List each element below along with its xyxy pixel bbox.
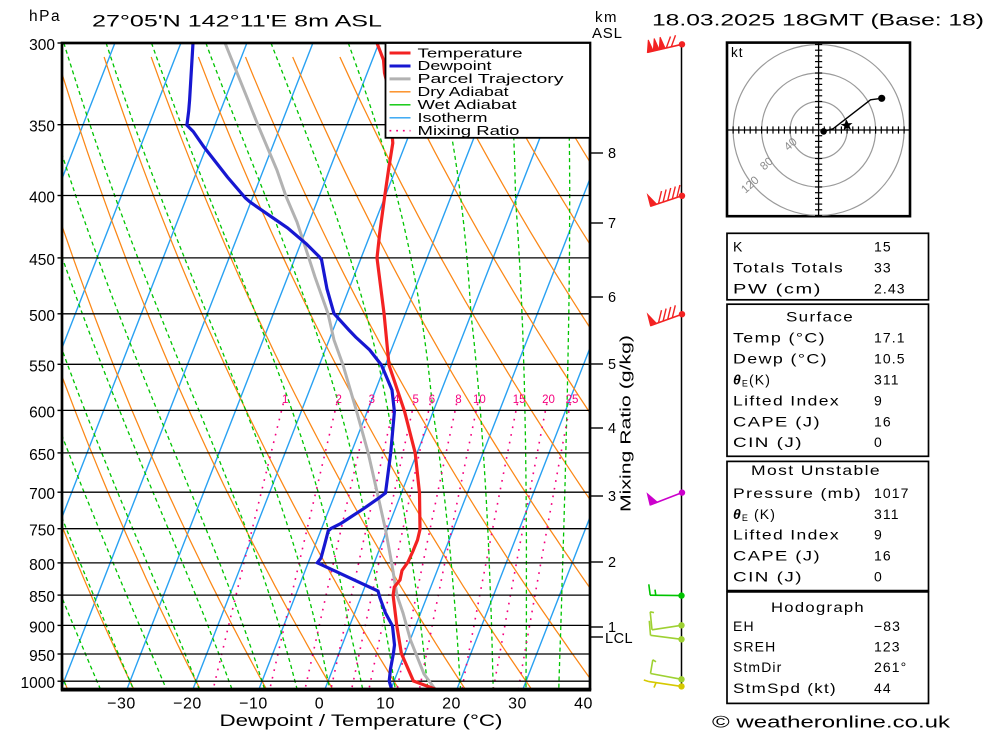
svg-text:1: 1 <box>282 394 288 406</box>
svg-text:1000: 1000 <box>21 675 56 692</box>
svg-text:Totals Totals: Totals Totals <box>733 259 844 275</box>
svg-text:−83: −83 <box>874 618 901 634</box>
svg-text:3: 3 <box>608 489 616 505</box>
svg-text:θE(K): θE(K) <box>733 371 771 388</box>
svg-text:900: 900 <box>29 619 55 636</box>
svg-text:16: 16 <box>874 413 892 429</box>
svg-text:20: 20 <box>542 394 555 406</box>
svg-text:StmDir: StmDir <box>733 659 782 675</box>
svg-text:3: 3 <box>369 394 375 406</box>
svg-text:2: 2 <box>608 555 616 571</box>
svg-text:6: 6 <box>608 290 616 306</box>
svg-text:950: 950 <box>29 648 55 665</box>
svg-text:18.03.2025 18GMT (Base: 18): 18.03.2025 18GMT (Base: 18) <box>652 11 984 30</box>
svg-text:CAPE (J): CAPE (J) <box>733 413 821 429</box>
svg-text:Mixing Ratio: Mixing Ratio <box>418 123 520 138</box>
svg-text:2.43: 2.43 <box>874 280 906 296</box>
svg-text:40: 40 <box>574 696 593 713</box>
svg-text:311: 311 <box>874 371 900 387</box>
svg-text:−20: −20 <box>173 696 202 713</box>
svg-text:15: 15 <box>513 394 526 406</box>
svg-text:600: 600 <box>29 404 55 421</box>
svg-text:© weatheronline.co.uk: © weatheronline.co.uk <box>712 714 951 732</box>
svg-text:15: 15 <box>874 239 892 255</box>
svg-text:20: 20 <box>442 696 461 713</box>
svg-text:StmSpd (kt): StmSpd (kt) <box>733 680 837 696</box>
svg-text:350: 350 <box>29 119 55 136</box>
svg-text:Lifted Index: Lifted Index <box>733 527 840 543</box>
svg-text:5: 5 <box>608 357 616 373</box>
svg-text:25: 25 <box>566 394 579 406</box>
svg-text:9: 9 <box>874 527 883 543</box>
svg-text:400: 400 <box>29 190 55 207</box>
svg-text:123: 123 <box>874 638 901 654</box>
svg-text:311: 311 <box>874 506 900 522</box>
svg-text:Lifted Index: Lifted Index <box>733 393 840 409</box>
svg-text:6: 6 <box>429 394 435 406</box>
svg-text:33: 33 <box>874 259 892 275</box>
svg-text:9: 9 <box>874 393 883 409</box>
svg-text:750: 750 <box>29 523 55 540</box>
svg-text:Surface: Surface <box>786 308 854 324</box>
svg-text:16: 16 <box>874 548 892 564</box>
svg-text:4: 4 <box>608 421 616 437</box>
svg-text:44: 44 <box>874 680 892 696</box>
svg-text:10.5: 10.5 <box>874 350 906 366</box>
svg-text:Temp (°C): Temp (°C) <box>733 329 826 345</box>
svg-text:kt: kt <box>731 45 744 60</box>
svg-text:0: 0 <box>874 434 883 450</box>
svg-text:1017: 1017 <box>874 485 910 501</box>
svg-text:PW (cm): PW (cm) <box>733 280 822 296</box>
svg-text:hPa: hPa <box>29 8 61 25</box>
svg-text:Hodograph: Hodograph <box>771 599 865 615</box>
svg-text:θE (K): θE (K) <box>733 506 776 523</box>
svg-text:Dewp (°C): Dewp (°C) <box>733 350 828 366</box>
svg-text:27°05'N 142°11'E 8m ASL: 27°05'N 142°11'E 8m ASL <box>92 12 382 31</box>
svg-text:−10: −10 <box>239 696 268 713</box>
svg-text:550: 550 <box>29 358 55 375</box>
svg-text:CIN (J): CIN (J) <box>733 434 803 450</box>
svg-text:Most Unstable: Most Unstable <box>751 462 881 478</box>
svg-text:LCL: LCL <box>605 631 633 647</box>
svg-text:2: 2 <box>335 394 341 406</box>
svg-text:km: km <box>595 9 618 26</box>
svg-text:SREH: SREH <box>733 638 776 654</box>
svg-text:8: 8 <box>455 394 461 406</box>
svg-text:261°: 261° <box>874 659 907 675</box>
svg-text:17.1: 17.1 <box>874 329 906 345</box>
svg-text:8: 8 <box>608 146 616 162</box>
svg-text:0: 0 <box>874 568 883 584</box>
svg-text:Dewpoint / Temperature (°C): Dewpoint / Temperature (°C) <box>220 712 503 730</box>
svg-text:10: 10 <box>473 394 486 406</box>
svg-text:0: 0 <box>315 696 324 713</box>
svg-text:700: 700 <box>29 486 55 503</box>
svg-text:500: 500 <box>29 308 55 325</box>
svg-text:10: 10 <box>376 696 395 713</box>
svg-text:800: 800 <box>29 557 55 574</box>
svg-text:ASL: ASL <box>592 25 623 42</box>
svg-text:850: 850 <box>29 589 55 606</box>
svg-text:CIN (J): CIN (J) <box>733 568 803 584</box>
svg-text:30: 30 <box>508 696 527 713</box>
svg-text:Mixing Ratio (g/kg): Mixing Ratio (g/kg) <box>618 335 635 512</box>
svg-text:650: 650 <box>29 447 55 464</box>
svg-text:450: 450 <box>29 252 55 269</box>
svg-text:−30: −30 <box>107 696 136 713</box>
svg-text:300: 300 <box>29 37 55 54</box>
svg-text:7: 7 <box>608 216 616 232</box>
svg-text:K: K <box>733 239 743 255</box>
svg-text:EH: EH <box>733 618 755 634</box>
svg-text:Pressure (mb): Pressure (mb) <box>733 485 862 501</box>
svg-text:5: 5 <box>412 394 418 406</box>
svg-text:CAPE (J): CAPE (J) <box>733 548 821 564</box>
